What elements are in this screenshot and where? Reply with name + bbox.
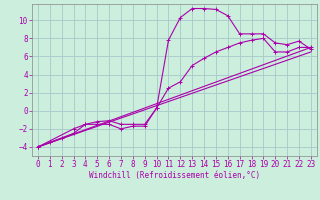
X-axis label: Windchill (Refroidissement éolien,°C): Windchill (Refroidissement éolien,°C) xyxy=(89,171,260,180)
